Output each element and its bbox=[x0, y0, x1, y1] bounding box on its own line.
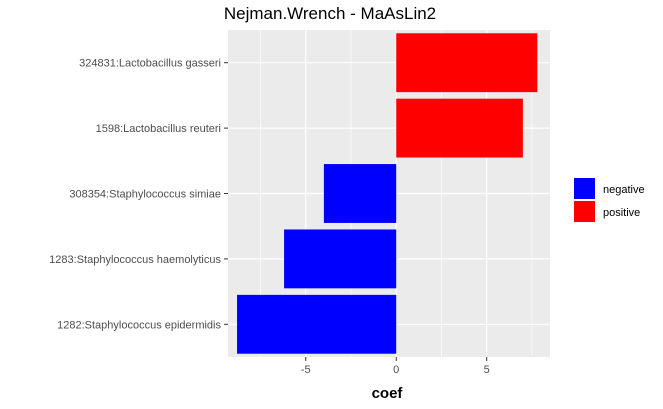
legend-label: negative bbox=[603, 184, 645, 196]
y-axis: 324831:Lactobacillus gasseri 1598:Lactoba… bbox=[49, 58, 228, 331]
y-tick-label: 1283:Staphylococcus haemolyticus bbox=[49, 254, 221, 266]
bar-positive bbox=[396, 33, 538, 93]
y-tick-label: 1598:Lactobacillus reuteri bbox=[96, 123, 221, 135]
bar-negative bbox=[284, 229, 397, 289]
x-tick-label: -5 bbox=[301, 364, 311, 376]
legend-swatch bbox=[574, 201, 595, 222]
x-axis-title: coef bbox=[372, 385, 404, 402]
x-tick-label: 5 bbox=[484, 364, 490, 376]
x-tick-label: 0 bbox=[393, 364, 399, 376]
bar-positive bbox=[396, 98, 523, 158]
legend: negative positive bbox=[574, 178, 645, 222]
bar-negative bbox=[323, 164, 397, 223]
bars bbox=[237, 33, 538, 354]
y-tick-label: 308354:Staphylococcus simiae bbox=[69, 189, 221, 201]
y-tick-label: 1282:Staphylococcus epidermidis bbox=[57, 319, 221, 331]
y-tick-label: 324831:Lactobacillus gasseri bbox=[79, 58, 221, 70]
bar-negative bbox=[237, 294, 397, 354]
legend-swatch bbox=[574, 178, 595, 199]
x-axis: -5 0 5 bbox=[301, 357, 490, 376]
chart-title: Nejman.Wrench - MaAsLin2 bbox=[224, 4, 436, 23]
legend-label: positive bbox=[603, 207, 640, 219]
